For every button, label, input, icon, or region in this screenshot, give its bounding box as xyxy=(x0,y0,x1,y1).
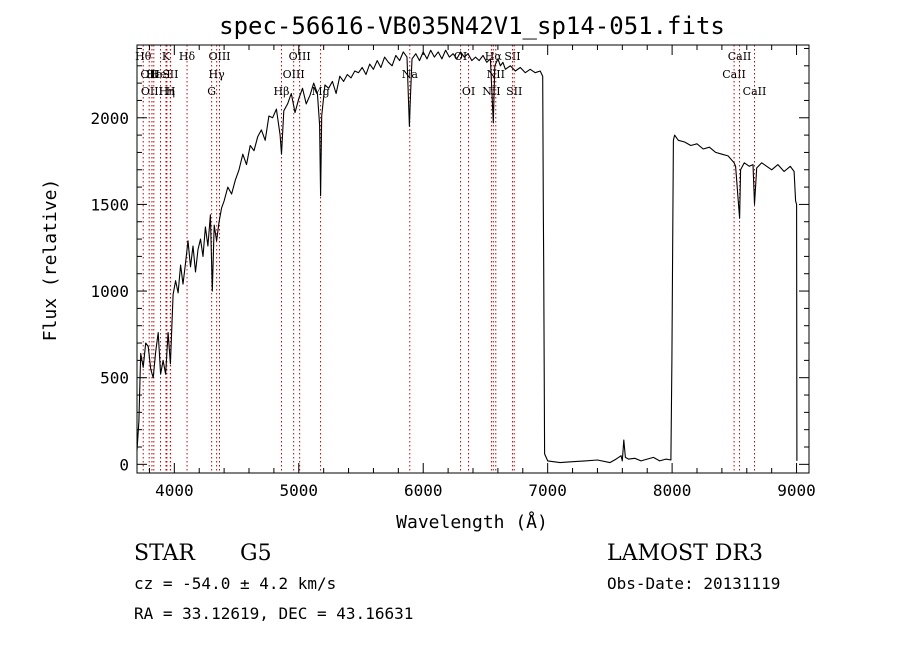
marker-label-23: SII xyxy=(504,50,520,63)
y-tick-label-4: 2000 xyxy=(90,109,129,128)
marker-label-11: Hγ xyxy=(209,68,226,81)
series-line-flux xyxy=(136,49,798,464)
marker-label-2: OIII xyxy=(141,85,163,98)
marker-label-0: Hθ xyxy=(135,50,152,63)
marker-label-7: Hη xyxy=(159,85,175,98)
marker-label-5: K xyxy=(162,50,171,63)
spectrum-series xyxy=(136,49,798,464)
x-tick-label-2: 6000 xyxy=(404,481,443,500)
marker-label-10: G xyxy=(207,85,216,98)
y-tick-label-3: 1500 xyxy=(90,195,129,214)
y-tick-label-2: 1000 xyxy=(90,282,129,301)
axes: 4000 5000 6000 7000 8000 9000 0 500 1000 1500 2000 xyxy=(90,45,816,500)
marker-label-9: Hδ xyxy=(179,50,196,63)
marker-label-27: CaII xyxy=(743,85,767,98)
marker-label-8: H xyxy=(166,85,176,98)
chart-title: spec-56616-VB035N42V1_sp14-051.fits xyxy=(219,12,725,40)
marker-label-17: Na xyxy=(402,68,419,81)
marker-label-12: OIII xyxy=(208,50,230,63)
spectral-line-markers: HθOIIOIIIHεHeIKSIIHηHHδGHγOIIIHβOIIIOIII… xyxy=(135,45,766,473)
object-class: STAR xyxy=(134,541,196,566)
y-tick-label-0: 0 xyxy=(119,455,129,474)
y-axis-label: Flux (relative) xyxy=(40,179,61,342)
x-tick-label-3: 7000 xyxy=(528,481,567,500)
x-tick-label-1: 5000 xyxy=(280,481,319,500)
y-tick-label-1: 500 xyxy=(100,369,129,388)
marker-label-19: OI xyxy=(462,85,475,98)
survey-name: LAMOST DR3 xyxy=(607,541,763,566)
object-subclass: G5 xyxy=(240,541,272,566)
marker-label-15: OIII xyxy=(289,50,311,63)
marker-label-25: CaII xyxy=(722,68,746,81)
plot-frame xyxy=(136,44,810,474)
x-tick-label-5: 9000 xyxy=(777,481,816,500)
marker-label-24: SII xyxy=(506,85,522,98)
marker-label-13: Hβ xyxy=(274,85,290,98)
redshift-velocity: cz = -54.0 ± 4.2 km/s xyxy=(134,574,336,593)
marker-label-22: NII xyxy=(487,68,505,81)
marker-label-18: OI xyxy=(454,50,467,63)
marker-label-3: Hε xyxy=(146,68,162,81)
sky-coordinates: RA = 33.12619, DEC = 43.16631 xyxy=(134,604,413,623)
x-axis-label: Wavelength (Å) xyxy=(396,511,548,533)
observation-date: Obs-Date: 20131119 xyxy=(607,574,780,593)
marker-label-14: OIII xyxy=(283,68,305,81)
x-tick-label-4: 8000 xyxy=(653,481,692,500)
marker-label-26: CaII xyxy=(728,50,752,63)
x-tick-label-0: 4000 xyxy=(155,481,194,500)
